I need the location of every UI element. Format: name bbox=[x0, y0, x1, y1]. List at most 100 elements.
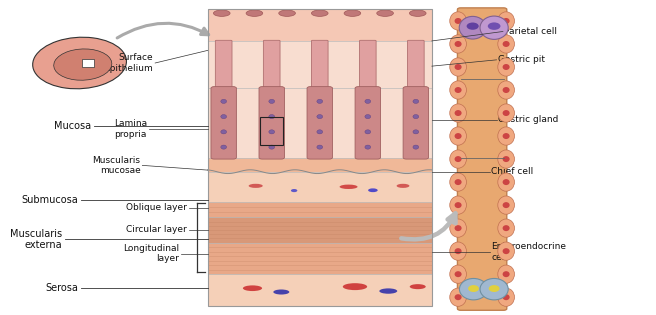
Ellipse shape bbox=[498, 58, 514, 76]
Ellipse shape bbox=[502, 133, 510, 139]
Ellipse shape bbox=[459, 16, 486, 39]
Text: Parietal cell: Parietal cell bbox=[504, 27, 557, 36]
Ellipse shape bbox=[459, 278, 487, 300]
Ellipse shape bbox=[269, 145, 275, 149]
Bar bbox=[82, 59, 94, 67]
Ellipse shape bbox=[455, 271, 462, 277]
Ellipse shape bbox=[450, 35, 466, 53]
FancyBboxPatch shape bbox=[355, 87, 380, 159]
Text: Surface
epithelium: Surface epithelium bbox=[104, 53, 154, 73]
Ellipse shape bbox=[368, 188, 378, 192]
Ellipse shape bbox=[450, 127, 466, 145]
Ellipse shape bbox=[365, 99, 371, 103]
Ellipse shape bbox=[249, 184, 263, 188]
Text: Muscularis
externa: Muscularis externa bbox=[9, 229, 62, 250]
Ellipse shape bbox=[488, 22, 501, 30]
Ellipse shape bbox=[450, 265, 466, 283]
Ellipse shape bbox=[450, 104, 466, 122]
Ellipse shape bbox=[489, 285, 500, 292]
Ellipse shape bbox=[455, 18, 462, 24]
Ellipse shape bbox=[498, 242, 514, 260]
Ellipse shape bbox=[498, 288, 514, 306]
Ellipse shape bbox=[365, 130, 371, 134]
Ellipse shape bbox=[455, 64, 462, 70]
Ellipse shape bbox=[365, 145, 371, 149]
Ellipse shape bbox=[410, 284, 426, 289]
Ellipse shape bbox=[269, 99, 275, 103]
Ellipse shape bbox=[413, 145, 419, 149]
FancyBboxPatch shape bbox=[215, 40, 232, 89]
Ellipse shape bbox=[291, 189, 297, 192]
Ellipse shape bbox=[455, 156, 462, 162]
Ellipse shape bbox=[455, 110, 462, 116]
Ellipse shape bbox=[455, 248, 462, 254]
Ellipse shape bbox=[498, 173, 514, 191]
Ellipse shape bbox=[450, 242, 466, 260]
Ellipse shape bbox=[455, 225, 462, 231]
Ellipse shape bbox=[466, 22, 479, 30]
Ellipse shape bbox=[377, 10, 394, 16]
Ellipse shape bbox=[409, 10, 426, 16]
Ellipse shape bbox=[450, 173, 466, 191]
FancyBboxPatch shape bbox=[307, 87, 333, 159]
FancyBboxPatch shape bbox=[259, 87, 285, 159]
Ellipse shape bbox=[502, 248, 510, 254]
Bar bbox=[260, 117, 283, 145]
Bar bbox=[208, 41, 432, 158]
Text: Gastric gland: Gastric gland bbox=[498, 115, 558, 124]
Ellipse shape bbox=[502, 64, 510, 70]
Ellipse shape bbox=[455, 294, 462, 300]
Text: Circular layer: Circular layer bbox=[127, 226, 187, 234]
Ellipse shape bbox=[243, 285, 262, 291]
Ellipse shape bbox=[502, 294, 510, 300]
Ellipse shape bbox=[455, 133, 462, 139]
Text: Chief cell: Chief cell bbox=[491, 167, 533, 176]
Text: Submucosa: Submucosa bbox=[22, 195, 78, 205]
Ellipse shape bbox=[397, 184, 409, 188]
FancyBboxPatch shape bbox=[211, 87, 236, 159]
Ellipse shape bbox=[450, 81, 466, 99]
Ellipse shape bbox=[455, 41, 462, 47]
Ellipse shape bbox=[221, 130, 226, 134]
FancyBboxPatch shape bbox=[403, 87, 428, 159]
Ellipse shape bbox=[269, 130, 275, 134]
Text: Serosa: Serosa bbox=[45, 283, 78, 293]
FancyBboxPatch shape bbox=[457, 8, 507, 310]
Ellipse shape bbox=[33, 37, 127, 89]
Ellipse shape bbox=[413, 115, 419, 119]
Ellipse shape bbox=[498, 12, 514, 30]
Bar bbox=[208, 172, 432, 202]
Ellipse shape bbox=[502, 18, 510, 24]
Ellipse shape bbox=[317, 115, 323, 119]
Ellipse shape bbox=[502, 41, 510, 47]
Ellipse shape bbox=[455, 87, 462, 93]
Ellipse shape bbox=[274, 289, 289, 295]
Ellipse shape bbox=[312, 10, 328, 16]
Ellipse shape bbox=[450, 288, 466, 306]
Ellipse shape bbox=[450, 12, 466, 30]
Ellipse shape bbox=[279, 10, 295, 16]
FancyBboxPatch shape bbox=[407, 40, 424, 89]
Text: Longitudinal
layer: Longitudinal layer bbox=[123, 244, 179, 263]
Ellipse shape bbox=[450, 150, 466, 168]
Bar bbox=[208, 158, 432, 172]
Ellipse shape bbox=[455, 202, 462, 208]
Bar bbox=[208, 217, 432, 243]
Ellipse shape bbox=[502, 202, 510, 208]
Ellipse shape bbox=[450, 196, 466, 214]
FancyBboxPatch shape bbox=[264, 40, 280, 89]
Bar bbox=[208, 202, 432, 217]
Ellipse shape bbox=[221, 115, 226, 119]
Text: Mucosa: Mucosa bbox=[54, 121, 91, 131]
Text: Lamina
propria: Lamina propria bbox=[113, 119, 147, 139]
Text: Muscularis
mucosae: Muscularis mucosae bbox=[92, 156, 140, 175]
FancyBboxPatch shape bbox=[359, 40, 376, 89]
Ellipse shape bbox=[413, 99, 419, 103]
Ellipse shape bbox=[502, 225, 510, 231]
Ellipse shape bbox=[498, 150, 514, 168]
Ellipse shape bbox=[317, 99, 323, 103]
Ellipse shape bbox=[498, 127, 514, 145]
Ellipse shape bbox=[468, 285, 479, 292]
Ellipse shape bbox=[413, 130, 419, 134]
Bar bbox=[208, 274, 432, 306]
